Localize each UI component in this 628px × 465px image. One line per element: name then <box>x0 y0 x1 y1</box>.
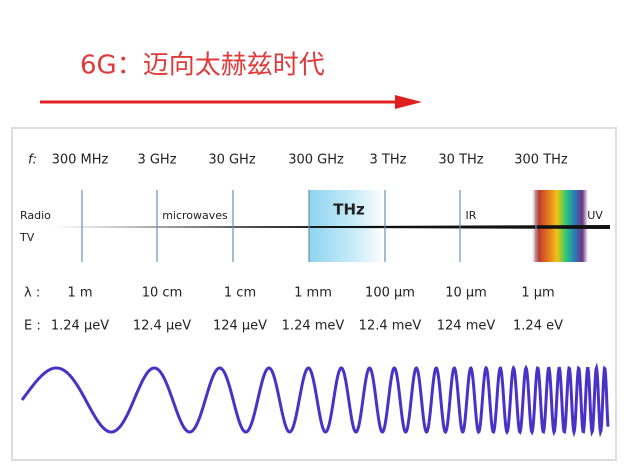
wavelength: 1 m <box>67 286 92 301</box>
frequency: 3 GHz <box>137 153 176 168</box>
wavelength: 1 mm <box>294 286 332 301</box>
wavelength: 1 µm <box>521 286 554 301</box>
region: Radio <box>20 209 51 222</box>
region: UV <box>587 209 603 222</box>
frequency: 30 THz <box>438 153 483 168</box>
axis <box>50 225 610 229</box>
frequency: 300 MHz <box>52 153 109 168</box>
wavelength: 10 cm <box>142 286 183 301</box>
energy: 1.24 meV <box>282 319 345 334</box>
energy: 12.4 meV <box>359 319 422 334</box>
wavelength: 1 cm <box>224 286 256 301</box>
frequency: 3 THz <box>370 153 407 168</box>
region: IR <box>466 209 477 222</box>
f-label: f: <box>28 153 37 168</box>
energy: 124 µeV <box>213 319 267 334</box>
region: TV <box>19 231 35 244</box>
energy: 1.24 eV <box>513 319 563 334</box>
frequency: 30 GHz <box>208 153 256 168</box>
energy: 1.24 µeV <box>51 319 109 334</box>
frame <box>11 127 617 461</box>
energy: 124 meV <box>437 319 496 334</box>
wavelength: 10 µm <box>445 286 487 301</box>
wave <box>20 362 610 438</box>
region: microwaves <box>162 209 228 222</box>
energy: 12.4 µeV <box>133 319 191 334</box>
arrow-head <box>395 95 422 109</box>
title: 6G：迈向太赫兹时代 <box>80 51 325 81</box>
frequency: 300 GHz <box>288 153 344 168</box>
energy-label: E : <box>24 319 41 334</box>
wavelength: 100 µm <box>365 286 415 301</box>
frequency: 300 THz <box>514 153 568 168</box>
lambda-label: λ : <box>24 286 40 301</box>
region: THz <box>333 201 365 219</box>
